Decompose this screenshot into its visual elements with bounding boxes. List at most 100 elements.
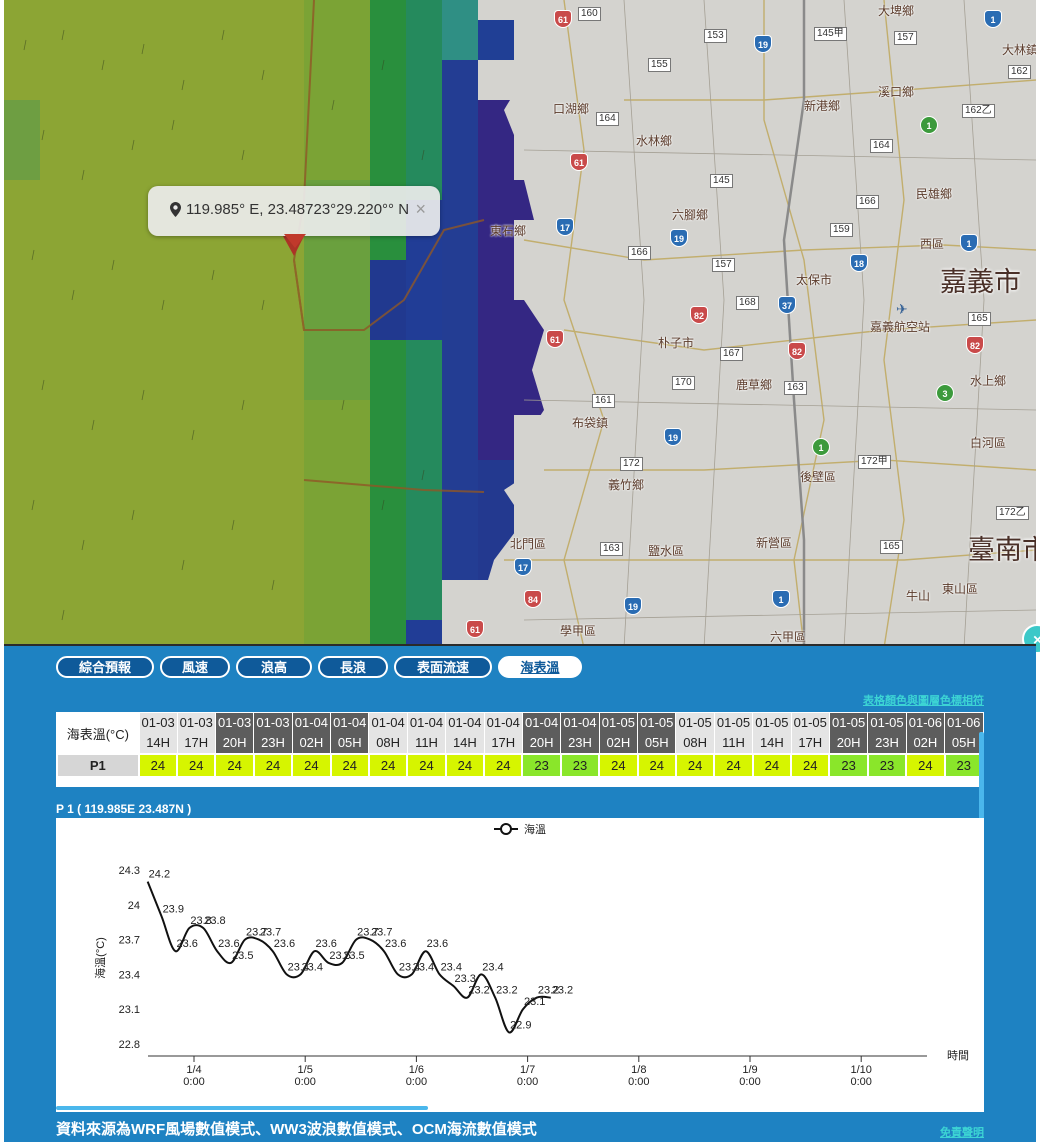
map-place-label: 牛山 bbox=[906, 589, 931, 603]
road-number-label: 159 bbox=[830, 223, 853, 237]
map-place-label: 新港鄉 bbox=[804, 99, 841, 113]
road-number-label: 172 bbox=[620, 457, 643, 471]
map-place-label: 民雄鄉 bbox=[916, 187, 953, 201]
highway-shield-icon: 37 bbox=[778, 296, 796, 314]
x-tick-date: 1/4 bbox=[186, 1064, 201, 1076]
coordinate-popup: 119.985° E, 23.48723°29.220°° N × bbox=[148, 186, 440, 248]
map-place-label: 六腳鄉 bbox=[672, 208, 709, 222]
data-label: 23.4 bbox=[288, 961, 309, 973]
road-number-label: 168 bbox=[736, 296, 759, 310]
time-header-cell: 01-03 23H bbox=[253, 713, 293, 754]
data-label: 23.4 bbox=[413, 961, 434, 973]
tab-3[interactable]: 長浪 bbox=[318, 656, 388, 678]
highway-shield-icon: 1 bbox=[920, 116, 938, 134]
x-tick-time: 0:00 bbox=[406, 1076, 427, 1088]
map-place-label: 六甲區 bbox=[770, 630, 807, 644]
horizontal-scrollbar[interactable] bbox=[56, 1106, 428, 1110]
sea-temp-chart-svg: 海溫海溫(°C)22.823.123.423.72424.3時間1/40:001… bbox=[93, 822, 969, 1088]
data-label: 23.6 bbox=[427, 938, 448, 950]
tab-0[interactable]: 綜合預報 bbox=[56, 656, 154, 678]
x-tick-time: 0:00 bbox=[183, 1076, 204, 1088]
highway-shield-icon: 61 bbox=[554, 10, 572, 28]
x-tick-date: 1/5 bbox=[298, 1064, 313, 1076]
highway-shield-icon: 19 bbox=[670, 229, 688, 247]
map-place-label: 鹽水區 bbox=[648, 544, 685, 558]
data-label: 23.2 bbox=[496, 985, 517, 997]
x-tick-date: 1/9 bbox=[742, 1064, 757, 1076]
road-number-label: 160 bbox=[578, 7, 601, 21]
road-number-label: 164 bbox=[870, 139, 893, 153]
popup-close-icon[interactable]: × bbox=[415, 199, 426, 219]
map-city-label: 臺南市 bbox=[968, 535, 1036, 565]
y-tick-label: 23.7 bbox=[119, 935, 140, 947]
table-header-label: 海表溫(°C) bbox=[56, 712, 140, 755]
map-place-label: 白河區 bbox=[970, 436, 1007, 450]
time-header-cell: 01-03 17H bbox=[177, 713, 216, 754]
value-cell: 24 bbox=[291, 753, 332, 778]
value-cell: 24 bbox=[176, 753, 217, 778]
time-header-cell: 01-04 08H bbox=[368, 713, 408, 754]
time-header-cell: 01-03 14H bbox=[138, 713, 178, 754]
x-tick-date: 1/7 bbox=[520, 1064, 535, 1076]
value-cell: 23 bbox=[559, 753, 601, 778]
time-header-cell: 01-04 02H bbox=[292, 713, 332, 754]
x-tick-time: 0:00 bbox=[850, 1076, 871, 1088]
tab-4[interactable]: 表面流速 bbox=[394, 656, 492, 678]
map-view[interactable]: ✈ 大埤鄉 大林鎮 口湖鄉 新港鄉 溪口鄉 水林鄉 民雄鄉 六腳鄉 東石鄉 西區 太保市 嘉義航空站朴… bbox=[4, 0, 1036, 648]
source-text: 資料來源為WRF風場數值模式、WW3波浪數值模式、OCM海流數值模式 bbox=[56, 1121, 537, 1138]
color-legend-link[interactable]: 表格顏色與圖層色標相符 bbox=[863, 695, 984, 707]
coordinate-text: 119.985° E, 23.48723°29.220°° N bbox=[186, 201, 410, 218]
time-header-cell: 01-05 08H bbox=[675, 713, 715, 754]
time-header-cell: 01-06 02H bbox=[906, 713, 946, 754]
road-number-label: 157 bbox=[894, 31, 917, 45]
tab-1[interactable]: 風速 bbox=[160, 656, 230, 678]
highway-shield-icon: 3 bbox=[936, 384, 954, 402]
road-number-label: 145 bbox=[710, 174, 733, 188]
x-tick-time: 0:00 bbox=[294, 1076, 315, 1088]
road-number-label: 161 bbox=[592, 394, 615, 408]
data-label: 23.4 bbox=[441, 961, 462, 973]
road-number-label: 163 bbox=[784, 381, 807, 395]
time-header-cell: 01-05 20H bbox=[829, 713, 869, 754]
highway-shield-icon: 19 bbox=[664, 428, 682, 446]
data-label: 23.4 bbox=[482, 961, 503, 973]
data-label: 23.6 bbox=[176, 938, 197, 950]
road-number-label: 162 bbox=[1008, 65, 1031, 79]
value-cell: 24 bbox=[636, 753, 677, 778]
data-label: 23.2 bbox=[538, 985, 559, 997]
y-tick-label: 22.8 bbox=[119, 1039, 140, 1051]
data-label: 23.6 bbox=[385, 938, 406, 950]
highway-shield-icon: 19 bbox=[754, 35, 772, 53]
popup-tail bbox=[284, 234, 306, 248]
highway-shield-icon: 18 bbox=[850, 254, 868, 272]
value-cell: 24 bbox=[751, 753, 793, 778]
y-tick-label: 23.1 bbox=[119, 1004, 140, 1016]
data-label: 22.9 bbox=[510, 1019, 531, 1031]
road-number-label: 172甲 bbox=[858, 455, 891, 469]
y-tick-label: 24.3 bbox=[119, 865, 140, 877]
time-header-cell: 01-05 17H bbox=[791, 713, 830, 754]
svg-text:✈: ✈ bbox=[896, 302, 908, 318]
data-label: 23.3 bbox=[454, 973, 475, 985]
data-label: 23.2 bbox=[552, 985, 573, 997]
x-axis-label: 時間 bbox=[947, 1049, 969, 1062]
map-pin-icon bbox=[170, 202, 181, 217]
time-header-cell: 01-06 05H bbox=[944, 713, 984, 754]
time-header-cell: 01-04 23H bbox=[560, 713, 600, 754]
x-tick-time: 0:00 bbox=[739, 1076, 760, 1088]
data-label: 23.8 bbox=[204, 915, 225, 927]
highway-shield-icon: 1 bbox=[960, 234, 978, 252]
value-cell: 23 bbox=[943, 753, 984, 778]
time-header-cell: 01-04 14H bbox=[445, 713, 485, 754]
road-number-label: 162乙 bbox=[962, 104, 995, 118]
tab-2[interactable]: 浪高 bbox=[236, 656, 312, 678]
value-cell: 24 bbox=[905, 753, 946, 778]
highway-shield-icon: 61 bbox=[570, 153, 588, 171]
highway-shield-icon: 17 bbox=[514, 558, 532, 576]
forecast-table: 海表溫(°C) 01-03 14H 01-03 17H 01-03 20H 01-03 23H 0… bbox=[56, 712, 984, 787]
disclaimer-link[interactable]: 免責聲明 bbox=[940, 1127, 984, 1139]
tab-5[interactable]: 海表溫 bbox=[498, 656, 582, 678]
road-number-label: 165 bbox=[880, 540, 903, 554]
map-place-label: 學甲區 bbox=[560, 624, 597, 638]
road-number-label: 167 bbox=[720, 347, 743, 361]
